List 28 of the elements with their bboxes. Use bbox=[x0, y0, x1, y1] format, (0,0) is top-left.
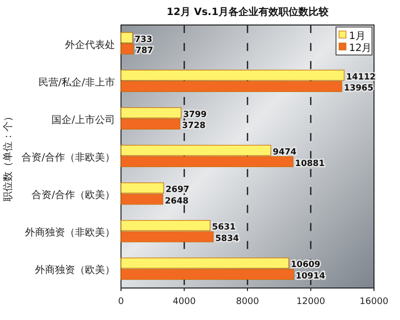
data-label: 5834 bbox=[215, 234, 239, 244]
y-tick-label: 外商独资（欧美） bbox=[35, 264, 115, 276]
data-label: 787 bbox=[135, 46, 154, 56]
y-tick-label: 合资/合作（欧美） bbox=[32, 189, 115, 202]
data-label: 3799 bbox=[183, 110, 207, 120]
y-axis-title: 职位数（单位：个） bbox=[2, 112, 14, 202]
y-tick-label: 外企代表处 bbox=[65, 38, 115, 51]
data-label: 3728 bbox=[182, 121, 206, 132]
y-tick-label: 合资/合作（非欧美） bbox=[22, 152, 115, 164]
data-label: 13965 bbox=[344, 84, 374, 94]
x-tick-label: 16000 bbox=[360, 297, 389, 307]
data-label: 9474 bbox=[272, 148, 297, 158]
data-label: 2648 bbox=[164, 196, 189, 206]
x-tick-label: 4000 bbox=[172, 297, 196, 307]
data-label: 10881 bbox=[295, 158, 325, 169]
data-label: 733 bbox=[134, 34, 152, 45]
y-tick-label: 民营/私企/非上市 bbox=[38, 76, 115, 88]
data-label: 5631 bbox=[212, 222, 236, 233]
data-label: 10609 bbox=[290, 260, 320, 270]
chart-title: 12月 Vs.1月各企业有效职位数比较 bbox=[166, 6, 330, 18]
x-tick-label: 8000 bbox=[236, 297, 260, 307]
legend-label: 12月 bbox=[349, 43, 372, 54]
legend-label: 1月 bbox=[349, 31, 366, 42]
x-tick-label: 12000 bbox=[296, 297, 326, 307]
data-label: 10914 bbox=[296, 271, 326, 282]
y-tick-label: 国企/上市公司 bbox=[52, 114, 115, 126]
y-tick-label: 外商独资（非欧美） bbox=[25, 226, 115, 239]
x-tick-label: 0 bbox=[118, 297, 124, 307]
